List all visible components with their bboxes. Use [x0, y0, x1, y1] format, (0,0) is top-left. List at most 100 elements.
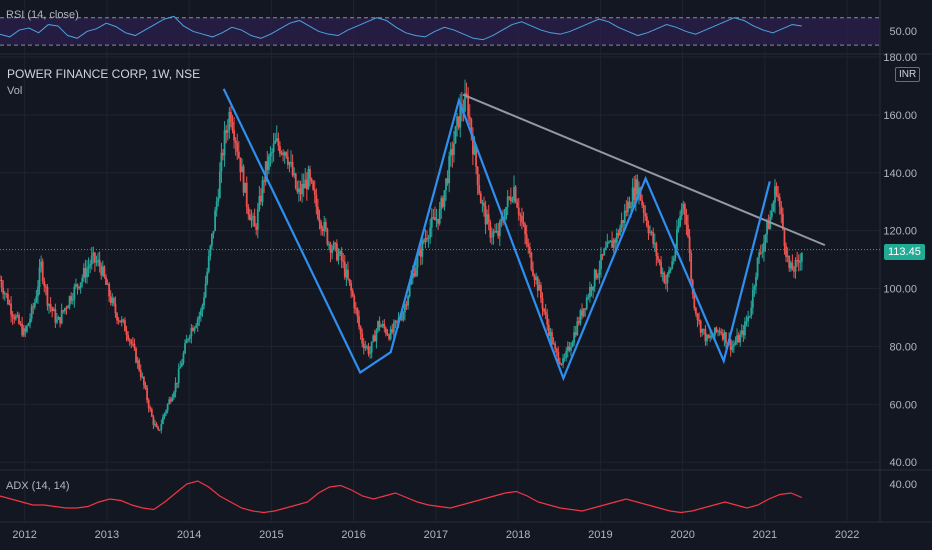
candle-body — [60, 310, 63, 324]
candle-body — [445, 178, 447, 191]
candle-body — [193, 327, 196, 331]
adx-indicator-label[interactable]: ADX (14, 14) — [6, 480, 70, 492]
candle-body — [671, 261, 674, 269]
candle-body — [29, 318, 31, 324]
rsi-line — [0, 15, 802, 41]
candle-body — [247, 206, 250, 215]
rsi-band — [0, 17, 880, 46]
candle-body — [377, 321, 379, 331]
candle-body — [35, 296, 38, 303]
resistance-trendline — [462, 93, 826, 247]
candle-body — [18, 314, 20, 324]
candle-body — [495, 231, 498, 233]
candle-body — [794, 260, 797, 272]
candle-body — [750, 307, 753, 316]
candle-body — [226, 129, 229, 133]
candle-body — [320, 222, 322, 229]
candle-body — [475, 146, 477, 167]
candle-body — [767, 220, 770, 230]
candle-body — [68, 296, 71, 307]
candle-body — [367, 346, 370, 354]
candle-body — [525, 234, 528, 245]
candle-body — [800, 253, 803, 262]
candle-body — [19, 323, 22, 325]
candle-body — [419, 248, 422, 257]
y-tick-label: 60.00 — [889, 399, 917, 411]
candle-body — [329, 243, 332, 253]
x-tick-label: 2012 — [12, 529, 36, 541]
candle-body — [144, 385, 147, 389]
candle-body — [133, 343, 136, 349]
candle-body — [609, 240, 612, 243]
candle-body — [321, 228, 324, 232]
candle-body — [73, 286, 76, 300]
candle-body — [589, 286, 591, 298]
candle-body — [100, 265, 103, 276]
candle-body — [255, 226, 258, 230]
candle-body — [150, 409, 153, 417]
candle-body — [353, 296, 356, 309]
candle-body — [370, 341, 373, 353]
candle-body — [117, 320, 120, 322]
candle-body — [785, 246, 787, 257]
candle-body — [305, 179, 308, 190]
x-tick-label: 2016 — [341, 529, 365, 541]
candle-body — [228, 112, 231, 130]
candle-body — [565, 351, 568, 358]
volume-label[interactable]: Vol — [7, 85, 23, 97]
candle-body — [446, 178, 449, 184]
rsi-indicator-label[interactable]: RSI (14, close) — [6, 9, 79, 21]
candle-body — [391, 329, 394, 333]
candle-body — [639, 187, 642, 201]
candle-body — [323, 221, 326, 232]
x-tick-label: 2013 — [95, 529, 119, 541]
candle-body — [521, 215, 523, 222]
candle-body — [169, 399, 172, 402]
candle-body — [43, 280, 46, 287]
candle-body — [407, 296, 409, 306]
candle-body — [168, 399, 171, 405]
candle-body — [304, 179, 307, 189]
candle-body — [359, 326, 362, 334]
candle-body — [441, 198, 444, 207]
candle-body — [0, 280, 3, 288]
candle-body — [3, 293, 6, 295]
candle-body — [788, 255, 791, 269]
candle-body — [579, 310, 582, 324]
candle-body — [634, 179, 637, 201]
candle-body — [378, 321, 381, 328]
candle-body — [188, 336, 191, 339]
candle-body — [473, 146, 476, 155]
candle-body — [37, 286, 39, 297]
candle-body — [471, 134, 474, 155]
candle-body — [373, 335, 376, 342]
y-tick-label: 120.00 — [883, 226, 917, 238]
candle-body — [506, 196, 509, 208]
candle-body — [184, 343, 186, 354]
x-tick-label: 2020 — [670, 529, 694, 541]
candle-body — [679, 215, 681, 227]
candle-body — [573, 332, 576, 343]
candle-body — [429, 227, 432, 238]
candle-body — [157, 427, 160, 430]
candle-body — [135, 348, 137, 363]
candle-body — [672, 258, 675, 262]
candle-body — [756, 257, 759, 277]
candle-body — [717, 330, 719, 332]
candle-body — [592, 286, 594, 291]
candle-body — [623, 210, 626, 223]
candle-body — [577, 321, 580, 324]
candle-body — [124, 320, 126, 332]
candle-body — [171, 397, 174, 402]
currency-badge[interactable]: INR — [895, 67, 921, 82]
candle-body — [57, 317, 60, 320]
candle-body — [223, 130, 226, 156]
candle-body — [63, 308, 66, 312]
candle-body — [275, 138, 278, 141]
candle-body — [786, 255, 789, 257]
candle-body — [396, 320, 398, 322]
candle-body — [481, 202, 484, 204]
candle-body — [435, 218, 438, 221]
candle-body — [576, 321, 579, 336]
